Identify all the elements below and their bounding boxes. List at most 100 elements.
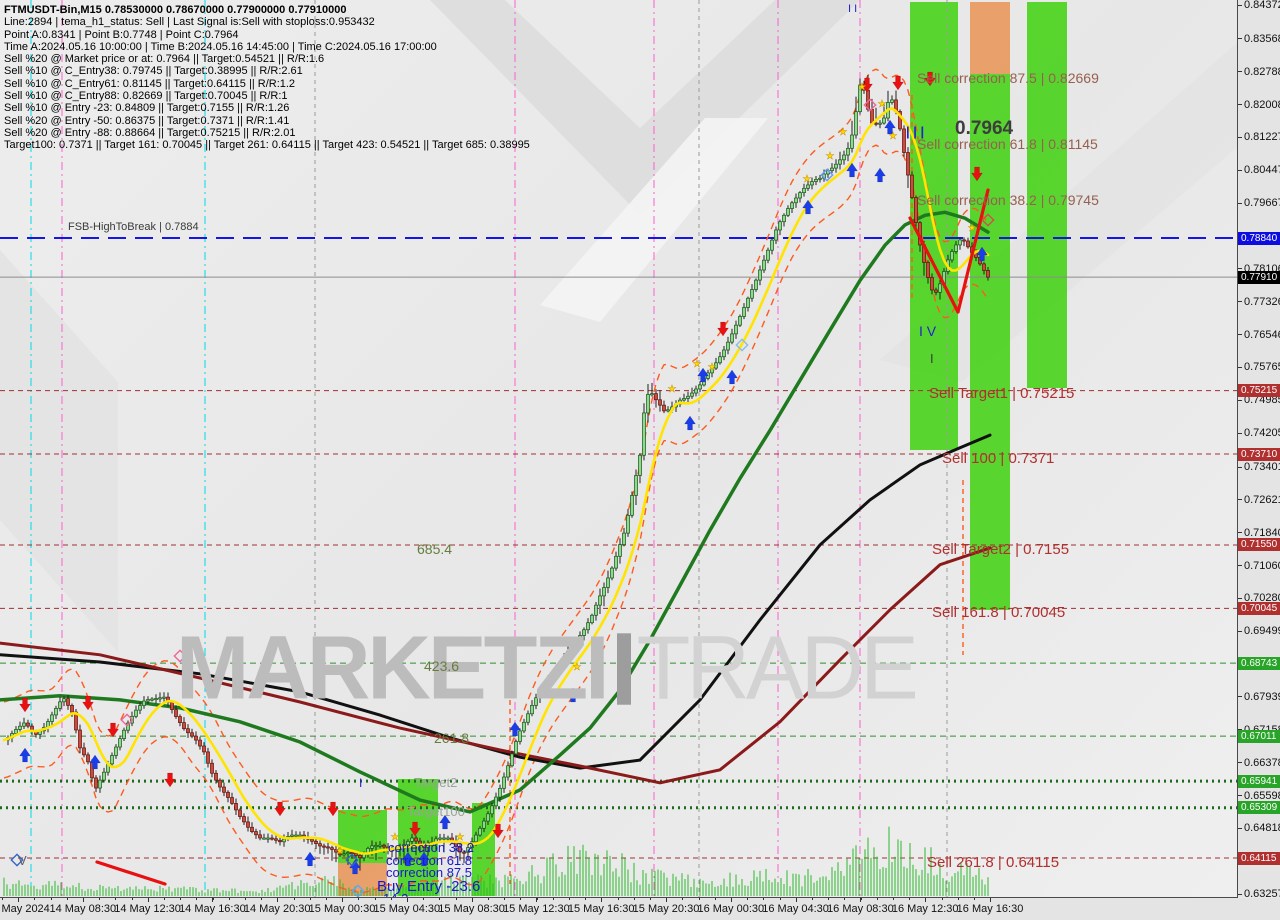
- price-tick: [1238, 795, 1242, 797]
- candle-body: [782, 214, 786, 223]
- sell-arrow-icon: [327, 801, 339, 817]
- candle-body: [262, 837, 266, 840]
- candle-body: [142, 700, 146, 706]
- candle-body: [222, 786, 226, 793]
- buy-arrow-icon: [846, 162, 858, 178]
- candle-body: [842, 154, 846, 161]
- background-watermark-shape: [0, 250, 118, 652]
- candle-body: [954, 244, 958, 252]
- candle-body: [482, 820, 486, 829]
- candle-body: [110, 755, 114, 765]
- candle-body: [830, 167, 834, 171]
- candle-body: [474, 834, 478, 843]
- price-axis-label: 0.82788: [1244, 65, 1280, 78]
- candle-body: [578, 635, 582, 642]
- candle-body: [70, 705, 74, 713]
- candle-body: [66, 698, 70, 706]
- candle-body: [282, 838, 286, 843]
- candle-body: [902, 128, 906, 153]
- candle-body: [54, 708, 58, 716]
- highlight-zone: [970, 74, 1010, 610]
- info-line-5: Sell %10 @ C_Entry38: 0.79745 || Target:…: [4, 65, 303, 78]
- candlestick-chart[interactable]: ★★ ★★ ★★★ ★★★★★★★★: [0, 0, 1237, 897]
- time-tick: [131, 898, 133, 900]
- candle-body: [150, 698, 154, 701]
- candle-body: [250, 826, 254, 832]
- star-marker-icon: ★: [336, 846, 345, 857]
- info-block: FTMUSDT-Bin,M15 0.78530000 0.78670000 0.…: [4, 4, 530, 152]
- candle-body: [146, 699, 150, 702]
- buy-arrow-icon: [884, 119, 896, 135]
- buy-arrow-icon: [304, 851, 316, 867]
- time-tick: [180, 898, 182, 900]
- candle-body: [874, 122, 878, 125]
- star-marker-icon: ★: [839, 127, 848, 138]
- candle-body: [590, 614, 594, 624]
- buy-arrow-icon: [874, 167, 886, 183]
- info-line-6: Sell %10 @ C_Entry61: 0.81145 || Target:…: [4, 77, 296, 90]
- candle-body: [290, 834, 294, 837]
- candle-body: [230, 797, 234, 804]
- candle-body: [654, 393, 658, 401]
- price-badge: 0.64115: [1238, 851, 1280, 865]
- chart-canvas[interactable]: ★ ★ ★ ★ ★ ★ ★ ★ ★ ★ ★ ★ ★ ★ ★ MARKETZI TRADE FTMUSDT-Bi…: [0, 0, 1238, 898]
- candle-body: [850, 134, 854, 149]
- candle-body: [742, 307, 746, 317]
- buy-arrow-icon: [567, 687, 579, 703]
- highlight-zone: [472, 803, 495, 896]
- candle-body: [238, 809, 242, 817]
- price-tick: [1238, 301, 1242, 303]
- candle-body: [838, 159, 842, 165]
- time-tick: [423, 898, 425, 900]
- envelope-lower: [3, 144, 989, 894]
- candle-body: [574, 640, 578, 647]
- candle-body: [102, 771, 106, 781]
- candle-body: [186, 728, 190, 734]
- candle-body: [774, 229, 778, 241]
- candle-body: [910, 174, 914, 198]
- price-badge: 0.68743: [1238, 656, 1280, 670]
- time-axis-label: 14 May 12:30: [114, 903, 181, 915]
- candle-body: [550, 673, 554, 679]
- sell-arrow-icon: [717, 321, 729, 337]
- hollow-flag-icon: [10, 853, 24, 867]
- price-tick: [1238, 399, 1242, 401]
- candle-body: [770, 239, 774, 251]
- time-tick: [196, 898, 198, 900]
- candle-body: [846, 147, 850, 156]
- star-marker-icon: ★: [561, 657, 570, 668]
- candle-body: [594, 604, 598, 616]
- candle-body: [558, 662, 562, 669]
- candle-body: [638, 454, 642, 476]
- candle-body: [722, 349, 726, 358]
- info-line-2: Point A:0.8341 | Point B:0.7748 | Point …: [4, 28, 239, 41]
- hollow-flag-icon: [735, 338, 749, 352]
- star-marker-icon: ★: [573, 662, 582, 673]
- candle-body: [546, 678, 550, 685]
- price-axis-label: 0.75765: [1244, 361, 1280, 374]
- candle-body: [530, 705, 534, 715]
- time-tick-major: [601, 898, 603, 902]
- price-axis[interactable]: 0.84372 0.83568 0.82788 0.82008 0.81227 0.804…: [1238, 0, 1280, 900]
- candle-body: [766, 249, 770, 261]
- buy-arrow-icon: [349, 859, 361, 875]
- time-tick: [957, 898, 959, 900]
- time-tick: [763, 898, 765, 900]
- star-marker-icon: ★: [858, 82, 867, 93]
- price-axis-label: 0.72621: [1244, 493, 1280, 506]
- time-axis-label: 16 May 00:30: [697, 903, 765, 915]
- candle-body: [810, 181, 814, 186]
- price-badge: 0.77910: [1238, 270, 1280, 284]
- candle-body: [666, 409, 670, 412]
- hollow-flag-icon: [981, 213, 995, 227]
- candle-body: [738, 316, 742, 326]
- price-badge: 0.78840: [1238, 231, 1280, 245]
- time-tick: [2, 898, 3, 900]
- time-tick: [293, 898, 295, 900]
- sell-arrow-icon: [861, 77, 873, 93]
- info-line-1: Line:2894 | tema_h1_status: Sell | Last …: [4, 16, 375, 29]
- candle-body: [758, 269, 762, 281]
- price-tick: [1238, 38, 1242, 40]
